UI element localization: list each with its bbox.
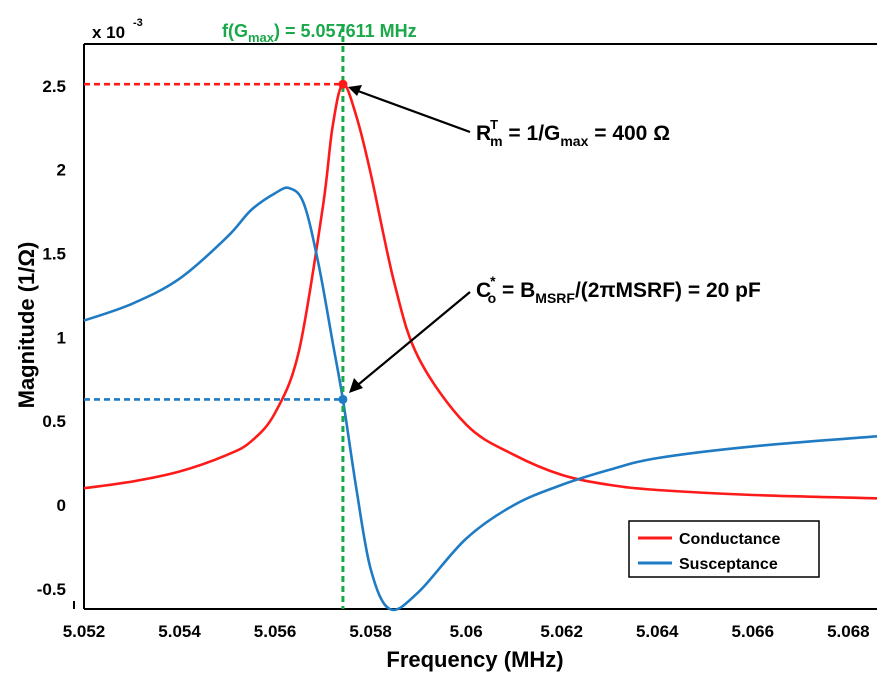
series-layer [83,82,877,612]
x-tick-label: 5.052 [63,622,106,641]
rm-gsub: max [560,133,588,149]
marker-Bmsrf-point [338,394,348,404]
x-tick-label: 5.06 [450,622,483,641]
arrow-to-bmsrf [358,291,471,385]
co-end: /(2πMSRF) = 20 pF [575,279,761,302]
rm-r: R [476,122,491,145]
arrowhead-bmsrf [349,378,363,393]
rm-mid: = 1/G [503,122,561,145]
rm-end: = 400 Ω [588,122,670,145]
rm-sup: T [490,117,498,132]
y-tick-label: 0 [57,496,66,515]
x-ticks: 5.052 5.054 5.056 5.058 5.06 5.062 5.064 5.066 5… [63,622,870,641]
fgmax-prefix: f(G [222,21,248,41]
co-mid: = B [496,279,535,302]
series-line-conductance [83,82,877,500]
legend-box [628,520,820,578]
x-axis-title: Frequency (MHz) [386,647,563,672]
plot-frame [73,43,877,610]
co-sub: o [488,290,497,306]
y-multiplier-label: x 10 [92,23,125,42]
co-c: C [476,279,491,302]
arrowhead-gmax [348,85,362,96]
rm-annotation: RT m = 1/Gmax = 400 Ω [476,117,670,149]
y-tick-label: 2 [57,161,66,180]
y-tick-label: -0.5 [37,580,66,599]
x-tick-label: 5.068 [827,622,870,641]
fgmax-sub: max [248,30,275,45]
fgmax-suffix: ) = 5.057611 MHz [274,21,417,41]
co-sup: * [490,273,496,289]
fgmax-annotation: f(Gmax) = 5.057611 MHz [222,21,417,45]
legend: Conductance Susceptance [628,520,820,578]
y-tick-label: 2.5 [42,77,66,96]
y-axis-title: Magnitude (1/Ω) [14,242,39,409]
co-bsub: MSRF [535,290,575,306]
marker-Gmax-point [338,79,348,89]
legend-label-conductance: Conductance [679,531,780,548]
arrow-to-gmax [357,89,471,134]
x-tick-label: 5.058 [349,622,392,641]
y-tick-label: 1.5 [42,245,66,264]
series-line-susceptance [83,186,877,612]
guides [84,26,348,609]
y-tick-label: 1 [57,328,66,347]
x-tick-label: 5.062 [540,622,583,641]
x-tick-label: 5.064 [636,622,679,641]
x-tick-label: 5.066 [732,622,775,641]
x-tick-label: 5.056 [254,622,297,641]
annotation-arrows [348,85,471,393]
y-multiplier: x 10 -3 [92,17,143,42]
legend-label-susceptance: Susceptance [679,556,778,573]
y-tick-label: 0.5 [42,412,66,431]
y-ticks: -0.5 0 0.5 1 1.5 2 2.5 [37,77,66,599]
co-annotation: C* o = BMSRF/(2πMSRF) = 20 pF [476,273,761,306]
y-multiplier-exponent: -3 [133,17,143,29]
x-tick-label: 5.054 [158,622,201,641]
rm-sub: m [490,133,502,149]
